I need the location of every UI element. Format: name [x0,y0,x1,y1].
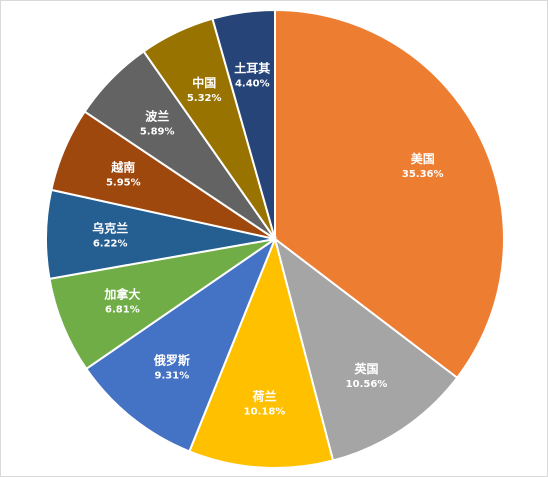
slice-label: 英国 [354,361,378,376]
slice-label: 中国 [192,75,216,90]
slice-percent-label: 5.32% [187,93,222,104]
slice-percent-label: 6.22% [93,239,128,250]
slice-percent-label: 10.56% [346,379,388,390]
pie-slice-2 [273,236,459,462]
slice-percent-label: 4.40% [235,79,270,90]
pie-slices [45,8,505,469]
slice-percent-label: 9.31% [155,371,190,382]
slice-label: 波兰 [145,109,169,124]
pie-slice-4 [84,236,278,453]
slice-percent-label: 35.36% [402,169,444,180]
pie-labels: 美国 35.36% 英国 10.56% 荷兰 10.18% 俄罗斯 9.31% 加拿大 6.81%… [92,61,443,418]
slice-label: 俄罗斯 [153,353,190,368]
slice-label: 越南 [110,159,135,174]
pie-slice-3 [188,235,335,469]
slice-label: 美国 [411,151,435,166]
pie-slice-1 [274,8,505,380]
slice-label: 荷兰 [251,389,276,404]
slice-label: 乌克兰 [92,221,128,236]
slice-percent-label: 5.89% [140,127,175,138]
slice-percent-label: 10.18% [244,407,286,418]
slice-label: 加拿大 [103,287,140,302]
slice-percent-label: 5.95% [106,177,141,188]
slice-percent-label: 6.81% [105,305,140,316]
slice-label: 土耳其 [234,61,270,76]
pie-slice-10 [211,8,276,240]
